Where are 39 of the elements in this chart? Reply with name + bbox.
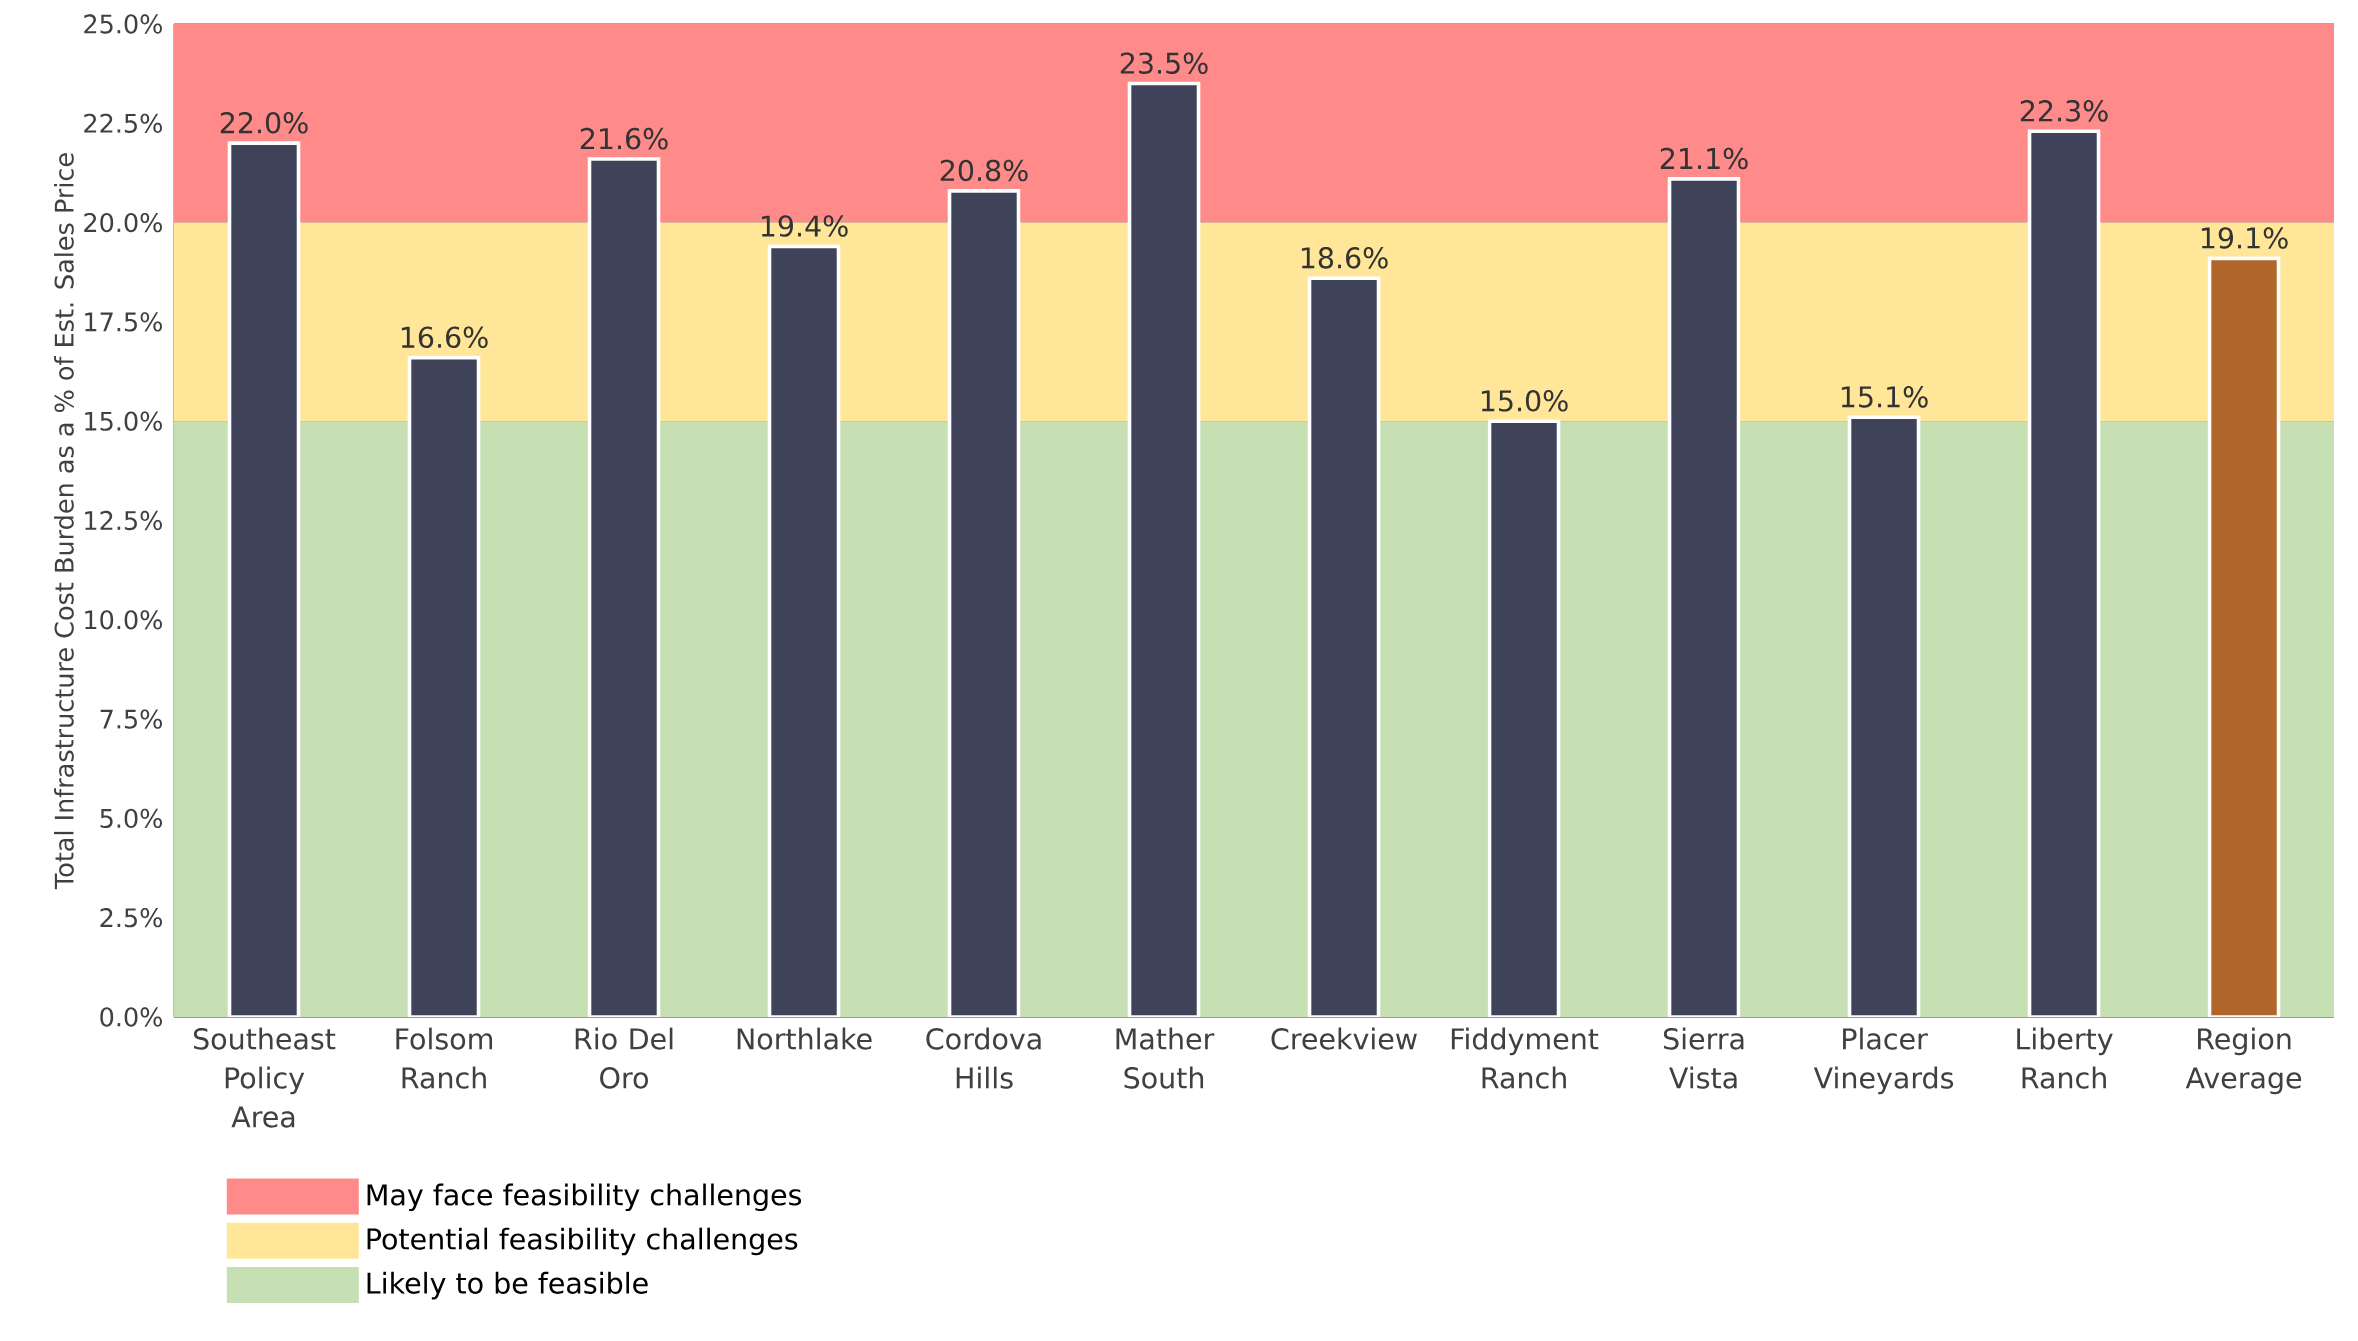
data-label: 23.5% (1120, 52, 1208, 74)
x-tick-label: Sierra Vista (1663, 1027, 1744, 1089)
y-tick-label: 15.0% (85, 411, 162, 431)
y-tick-label: 7.5% (100, 709, 162, 729)
y-axis-title: Total Infrastructure Cost Burden as a % of Est. Sales Price (54, 153, 74, 890)
data-label: 22.3% (2020, 100, 2108, 122)
x-tick-label: Placer Vineyards (1813, 1027, 1954, 1095)
y-tick-label: 10.0% (85, 610, 162, 630)
y-tick-label: 12.5% (85, 510, 162, 531)
y-tick-label: 20.0% (84, 212, 162, 233)
data-label: 20.8% (940, 159, 1028, 182)
data-label: 21.1% (1660, 147, 1748, 170)
data-label: 19.4% (761, 215, 848, 237)
legend-label: Likely to be feasible (367, 1271, 648, 1300)
data-label: 15.1% (1841, 386, 1928, 408)
x-tick-label: Northlake (737, 1027, 872, 1050)
data-label: 16.6% (401, 326, 488, 349)
x-tick-label: Cordova Hills (926, 1027, 1041, 1089)
data-label: 15.0% (1481, 390, 1568, 412)
x-tick-label: Region Average (2185, 1027, 2302, 1095)
data-label: 21.6% (580, 127, 668, 150)
x-tick-label: Fiddyment Ranch (1451, 1027, 1599, 1089)
x-tick-label: Liberty Ranch (2017, 1027, 2113, 1089)
x-tick-label: Creekview (1271, 1027, 1417, 1050)
y-tick-label: 17.5% (85, 312, 162, 332)
y-tick-label: 5.0% (100, 808, 162, 829)
y-tick-label: 2.5% (100, 908, 162, 928)
x-tick-label: Rio Del Oro (575, 1027, 673, 1089)
legend-label: Potential feasibility challenges (367, 1227, 798, 1256)
data-label: 22.0% (220, 111, 308, 134)
data-label: 19.1% (2201, 227, 2288, 249)
y-tick-label: 0.0% (100, 1007, 162, 1027)
data-label: 18.6% (1301, 247, 1388, 269)
x-tick-label: Folsom Ranch (396, 1027, 493, 1089)
x-tick-label: Mather South (1116, 1027, 1215, 1089)
y-tick-label: 25.0% (84, 14, 162, 34)
y-tick-label: 22.5% (84, 113, 162, 133)
x-tick-label: Southeast Policy Area (193, 1027, 336, 1128)
legend-label: May face feasibility challenges (367, 1183, 802, 1212)
